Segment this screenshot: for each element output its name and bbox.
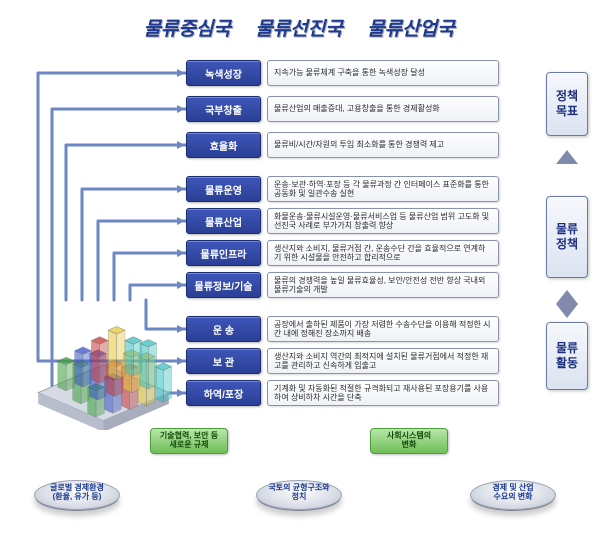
row-tag: 물류운영 (186, 176, 261, 202)
disk-label: 글로벌 경제환경 (환율, 유가 등) (34, 484, 120, 502)
row: 하역/포장기계화 및 자동화된 적절한 규격화되고 재사용된 포장용기를 사용하… (186, 380, 499, 406)
disk-label: 경제 및 산업 수요의 변화 (470, 484, 556, 502)
row-tag: 효율화 (186, 132, 261, 158)
row: 보 관생산지와 소비지 역간의 최적지에 설치된 물류거점에서 적정한 재고를 … (186, 348, 499, 374)
row-desc: 물류의 경쟁력을 높일 물류효율성, 보안/안전성 전반 향상 국내외 물류기술… (267, 272, 499, 298)
row: 효율화물류비/시간/자원의 투입 최소화를 통한 경쟁력 제고 (186, 132, 499, 158)
row: 운 송공장에서 출하된 제품이 가장 저렴한 수송수단을 이용해 적정한 시간 … (186, 316, 499, 342)
row-desc: 물류산업의 매출증대, 고용창출을 통한 경제활성화 (267, 96, 499, 122)
row-desc: 물류비/시간/자원의 투입 최소화를 통한 경쟁력 제고 (267, 132, 499, 158)
green-caption: 기술협력, 보안 등 새로운 규제 (150, 428, 228, 454)
arrow-up-icon (556, 290, 578, 304)
row-tag: 하역/포장 (186, 380, 261, 406)
row-desc: 공장에서 출하된 제품이 가장 저렴한 수송수단을 이용해 적정한 시간 내에 … (267, 316, 499, 342)
arrow-up-icon (556, 150, 578, 164)
bottom-disk: 국토의 균형구조와 정치 (256, 480, 342, 518)
row: 물류인프라생산지와 소비지, 물류거점 간, 운송수단 간을 효율적으로 연계하… (186, 240, 499, 266)
row-desc: 기계화 및 자동화된 적절한 규격화되고 재사용된 포장용기를 사용하여 상비하… (267, 380, 499, 406)
row-tag: 국부창출 (186, 96, 261, 122)
row: 녹색성장지속가능 물류체계 구축을 통한 녹색성장 달성 (186, 60, 499, 86)
row-tag: 보 관 (186, 348, 261, 374)
side-label: 물류 정책 (546, 196, 588, 278)
title-a: 물류중심국 (143, 14, 230, 41)
row-tag: 운 송 (186, 316, 261, 342)
side-label: 정책 목표 (546, 72, 588, 136)
row-tag: 물류인프라 (186, 240, 261, 266)
row-desc: 생산지와 소비지 역간의 최적지에 설치된 물류거점에서 적정한 재고를 관리하… (267, 348, 499, 374)
row: 물류산업화물운송·물류시설운영·물류서비스업 등 물류산업 범위 고도화 및 선… (186, 208, 499, 234)
side-label: 물류 활동 (546, 322, 588, 390)
bottom-disk: 글로벌 경제환경 (환율, 유가 등) (34, 480, 120, 518)
green-caption: 사회시스템의 변화 (370, 428, 448, 454)
row: 물류정보/기술물류의 경쟁력을 높일 물류효율성, 보안/안전성 전반 향상 국… (186, 272, 499, 298)
row: 물류운영운송·보관·하역·포장 등 각 물류과정 간 인터페이스 표준화를 통한… (186, 176, 499, 202)
disk-label: 국토의 균형구조와 정치 (256, 484, 342, 502)
row-tag: 물류산업 (186, 208, 261, 234)
row: 국부창출물류산업의 매출증대, 고용창출을 통한 경제활성화 (186, 96, 499, 122)
bottom-disk: 경제 및 산업 수요의 변화 (470, 480, 556, 518)
row-desc: 화물운송·물류시설운영·물류서비스업 등 물류산업 범위 고도화 및 선진국 사… (267, 208, 499, 234)
title-c: 물류산업국 (367, 14, 454, 41)
title-b: 물류선진국 (255, 14, 342, 41)
row-tag: 물류정보/기술 (186, 272, 261, 298)
row-desc: 운송·보관·하역·포장 등 각 물류과정 간 인터페이스 표준화를 통한 공동화… (267, 176, 499, 202)
row-desc: 생산지와 소비지, 물류거점 간, 운송수단 간을 효율적으로 연계하기 위한 … (267, 240, 499, 266)
arrow-down-icon (556, 304, 578, 318)
title-row: 물류중심국 물류선진국 물류산업국 (0, 14, 598, 41)
cube-graphic (26, 290, 181, 430)
row-desc: 지속가능 물류체계 구축을 통한 녹색성장 달성 (267, 60, 499, 86)
row-tag: 녹색성장 (186, 60, 261, 86)
